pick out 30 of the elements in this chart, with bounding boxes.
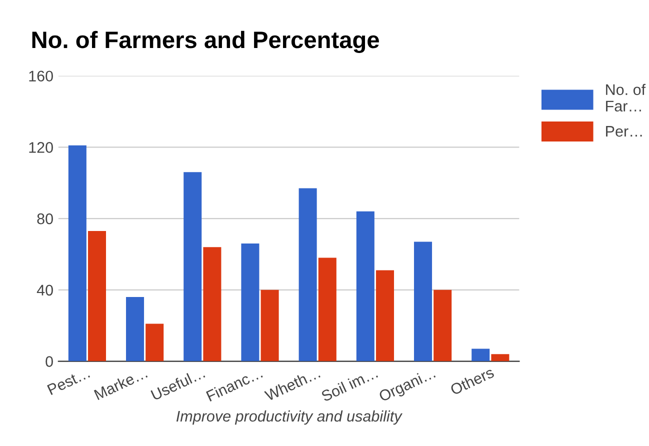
x-tick-label: Pest… [47, 368, 90, 396]
y-tick-label: 80 [37, 213, 53, 224]
x-axis-title: Improve productivity and usability [176, 410, 403, 425]
y-tick-label: 120 [29, 142, 53, 153]
bar [88, 231, 106, 362]
bar [472, 348, 490, 362]
bar [203, 247, 222, 362]
x-tick-label: Others [450, 366, 495, 396]
bar [318, 258, 336, 362]
chart-title: No. of Farmers and Percentage [32, 30, 379, 54]
y-tick-label: 0 [46, 356, 53, 367]
bar [356, 211, 374, 362]
bar [126, 297, 144, 362]
bar [241, 244, 260, 362]
bar [414, 242, 432, 362]
bar [298, 188, 317, 362]
y-tick-label: 40 [36, 284, 53, 296]
bar [434, 290, 452, 362]
bar [376, 270, 394, 362]
bar [68, 145, 86, 362]
x-tick-label: Soil im… [320, 367, 378, 402]
bar [184, 172, 202, 362]
legend-label: No. of Far… [606, 84, 646, 112]
x-tick-label: Wheth… [264, 366, 320, 402]
x-tick-label: Marke… [94, 366, 148, 400]
bar [146, 324, 164, 362]
legend-label: Per… [606, 126, 642, 137]
bar [260, 290, 279, 362]
y-tick-label: 160 [29, 70, 53, 82]
bar [491, 354, 510, 362]
